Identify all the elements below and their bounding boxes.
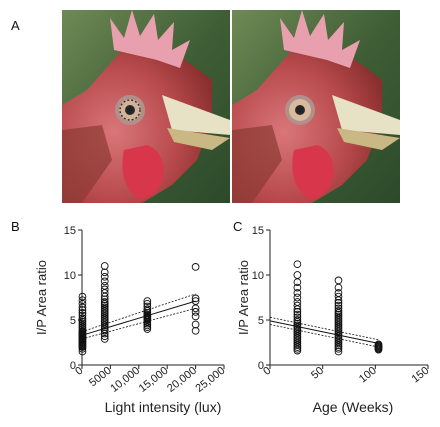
data-point bbox=[293, 289, 302, 297]
data-point bbox=[293, 283, 302, 292]
data-point bbox=[293, 316, 302, 324]
asterisk-icon: ✱ bbox=[125, 105, 134, 117]
x-tick-label: 0 bbox=[73, 365, 85, 378]
data-point bbox=[374, 340, 383, 349]
regression-line bbox=[269, 320, 379, 344]
data-point bbox=[100, 281, 109, 290]
data-point bbox=[293, 298, 302, 306]
data-point bbox=[78, 306, 87, 314]
data-point bbox=[191, 326, 200, 335]
y-tick-label: 5 bbox=[70, 315, 76, 327]
data-point bbox=[143, 302, 152, 311]
data-point bbox=[100, 268, 109, 277]
data-point bbox=[191, 308, 200, 316]
y-tick-label: 5 bbox=[258, 315, 264, 327]
data-points bbox=[293, 260, 383, 356]
data-point bbox=[334, 301, 343, 310]
data-point bbox=[143, 297, 152, 305]
data-point bbox=[191, 263, 200, 271]
data-point bbox=[143, 299, 152, 308]
y-tick-label: 15 bbox=[252, 225, 264, 237]
x-tick-label: 0 bbox=[261, 365, 273, 378]
data-point bbox=[334, 292, 343, 301]
rooster-photo-left: ✱ bbox=[62, 10, 230, 203]
data-point bbox=[293, 271, 302, 279]
data-point bbox=[100, 329, 109, 338]
x-tick-label: 10,000 bbox=[108, 365, 142, 395]
data-point bbox=[191, 297, 200, 305]
confidence-band-upper bbox=[81, 293, 196, 333]
data-point bbox=[293, 308, 302, 316]
confidence-band-lower bbox=[81, 307, 196, 340]
data-point bbox=[100, 298, 109, 306]
confidence-band-lower bbox=[269, 324, 379, 348]
confidence-band-upper bbox=[269, 316, 379, 341]
data-point bbox=[78, 308, 87, 317]
x-tick-label: 20,000 bbox=[165, 365, 199, 395]
x-tick-label: 15,000 bbox=[137, 365, 171, 395]
data-point bbox=[100, 285, 109, 294]
rooster-photo-right: ✱ bbox=[232, 10, 400, 203]
y-tick-label: 0 bbox=[70, 360, 76, 372]
x-axis-title: Light intensity (lux) bbox=[105, 399, 222, 415]
panel-label-b: B bbox=[11, 219, 20, 234]
data-point bbox=[334, 276, 343, 285]
y-tick-label: 10 bbox=[64, 270, 76, 282]
panel-label-a: A bbox=[11, 18, 20, 33]
x-axis-title: Age (Weeks) bbox=[313, 399, 394, 415]
data-point bbox=[100, 272, 109, 281]
data-point bbox=[78, 296, 87, 305]
data-point bbox=[293, 293, 302, 302]
x-tick-label: 25,000 bbox=[194, 365, 228, 395]
data-point bbox=[191, 312, 200, 321]
data-point bbox=[334, 347, 343, 356]
data-point bbox=[78, 292, 87, 301]
asterisk-icon: ✱ bbox=[295, 105, 304, 117]
data-point bbox=[143, 305, 152, 314]
data-point bbox=[100, 295, 109, 304]
y-tick-label: 0 bbox=[258, 360, 264, 372]
data-points bbox=[78, 262, 200, 356]
data-point bbox=[191, 320, 200, 329]
data-point bbox=[293, 260, 302, 269]
y-tick-label: 15 bbox=[64, 225, 76, 237]
data-point bbox=[334, 289, 343, 297]
data-point bbox=[334, 307, 343, 315]
data-point bbox=[293, 313, 302, 322]
y-tick-label: 10 bbox=[252, 270, 264, 282]
data-point bbox=[100, 262, 109, 270]
y-axis-title: I/P Area ratio bbox=[34, 260, 49, 335]
data-point bbox=[78, 314, 87, 323]
data-point bbox=[100, 277, 109, 286]
data-point bbox=[78, 311, 87, 320]
data-point bbox=[334, 299, 343, 307]
y-axis-title: I/P Area ratio bbox=[236, 260, 251, 335]
panel-label-c: C bbox=[233, 219, 243, 234]
x-tick-label: 50 bbox=[309, 365, 326, 382]
data-point bbox=[334, 304, 343, 313]
regression-line bbox=[81, 300, 196, 336]
data-point bbox=[293, 301, 302, 310]
data-point bbox=[293, 310, 302, 319]
data-point bbox=[191, 294, 200, 303]
data-point bbox=[100, 335, 109, 343]
